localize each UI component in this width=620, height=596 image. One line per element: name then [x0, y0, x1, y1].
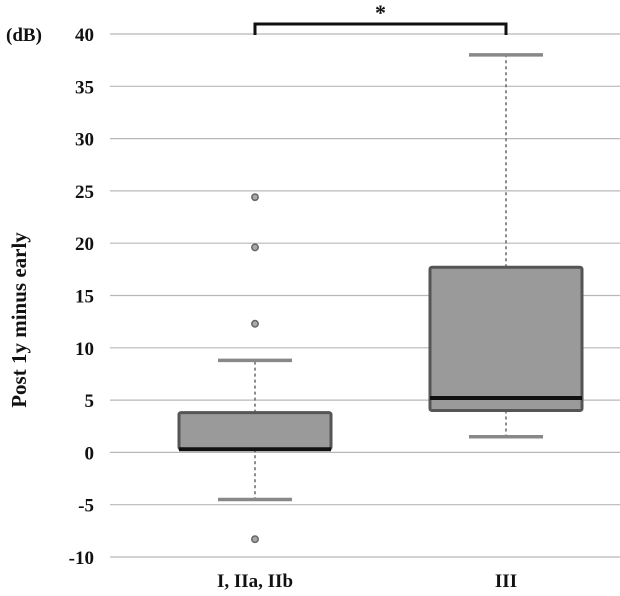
gridlines [110, 33, 620, 558]
y-axis-unit: (dB) [6, 25, 42, 46]
outlier-point [251, 535, 259, 544]
outlier-point [251, 319, 259, 328]
outlier-point [251, 193, 259, 202]
bracket-line [253, 22, 508, 35]
significance-star: * [375, 0, 386, 25]
y-tick-label: 35 [75, 77, 94, 98]
y-axis-ticks: -10 -5 0 5 10 15 20 25 30 35 40 [69, 25, 94, 569]
y-tick-label: 15 [75, 287, 94, 308]
significance-bracket: * [253, 0, 508, 35]
box-iqr [177, 411, 333, 451]
y-tick-label: -5 [78, 496, 94, 517]
x-axis-categories: I, IIa, IIb III [217, 571, 517, 592]
y-tick-label: 5 [85, 391, 95, 412]
y-axis-label: Post 1y minus early [7, 232, 31, 408]
y-tick-label: 25 [75, 182, 94, 203]
x-category-label: I, IIa, IIb [217, 571, 293, 592]
y-tick-label: 20 [75, 234, 94, 255]
x-category-label: III [495, 571, 517, 592]
y-tick-label: -10 [69, 548, 94, 569]
box-group [428, 53, 584, 439]
outlier-point [251, 243, 259, 252]
y-tick-label: 30 [75, 130, 94, 151]
boxes [177, 53, 584, 544]
box-iqr [428, 265, 584, 413]
y-tick-label: 0 [85, 443, 95, 464]
y-tick-label: 40 [75, 25, 94, 46]
box-group [177, 193, 333, 544]
y-tick-label: 10 [75, 339, 94, 360]
